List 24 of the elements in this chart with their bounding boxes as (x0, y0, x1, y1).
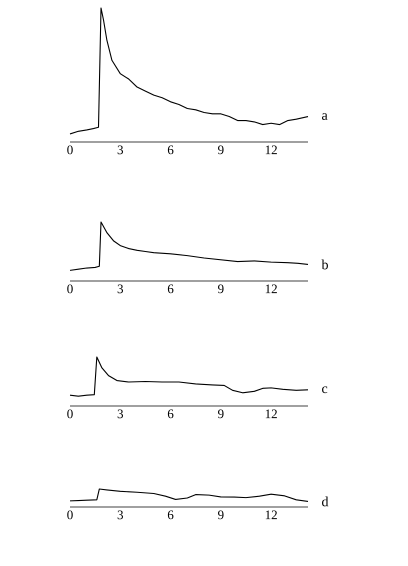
x-tick-label: 0 (67, 410, 73, 418)
x-tick-label: 6 (168, 510, 174, 520)
x-tick-label: 6 (168, 146, 174, 154)
x-tick-label: 9 (218, 410, 224, 418)
x-tick-label: 3 (118, 410, 124, 418)
x-tick-label: 12 (266, 410, 277, 418)
text: c (322, 386, 328, 394)
x-tick-label: 6 (168, 410, 174, 418)
x-tick-label: 9 (218, 510, 224, 520)
x-tick-label: 9 (218, 284, 224, 294)
x-tick-label: 12 (266, 146, 277, 154)
text: b (322, 260, 328, 270)
text: d (322, 496, 328, 506)
x-tick-label: 3 (118, 284, 124, 294)
x-tick-label: 3 (118, 146, 124, 154)
x-tick-label: 3 (118, 510, 124, 520)
x-tick-label: 0 (67, 146, 73, 154)
x-tick-label: 0 (67, 510, 73, 520)
x-tick-label: 12 (266, 510, 277, 520)
text: a (322, 113, 328, 120)
x-tick-label: 12 (266, 284, 277, 294)
x-tick-label: 9 (218, 146, 224, 154)
x-tick-label: 6 (168, 284, 174, 294)
x-tick-label: 0 (67, 284, 73, 294)
